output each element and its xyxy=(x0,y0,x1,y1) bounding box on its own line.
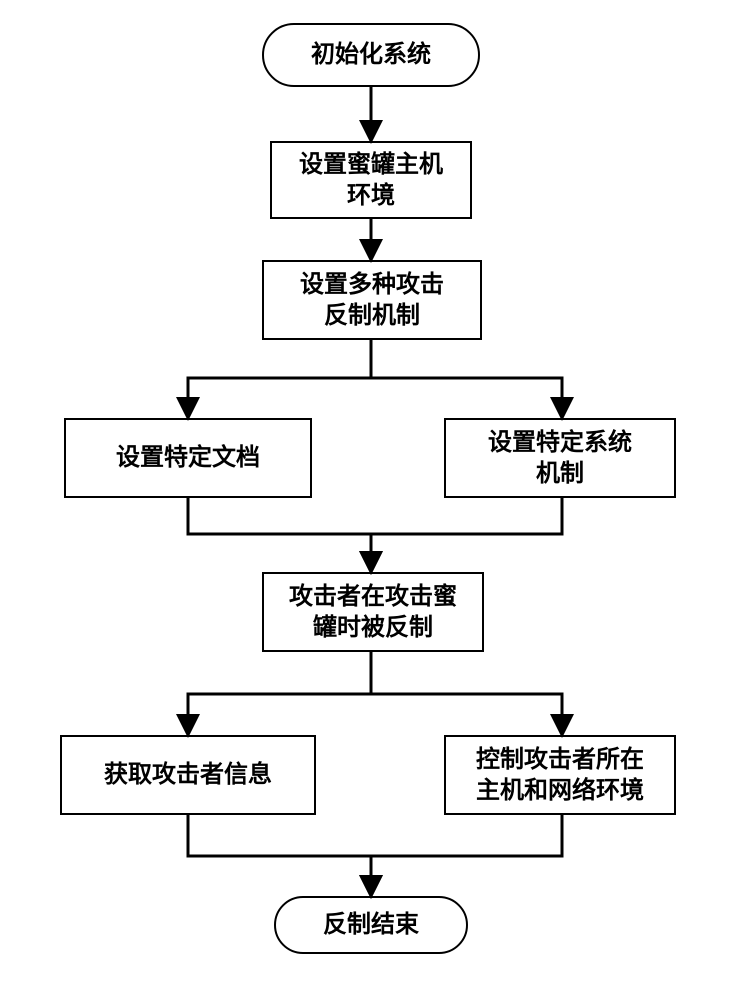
node-step3: 攻击者在攻击蜜罐时被反制 xyxy=(262,572,484,652)
node-branch-right1: 设置特定系统机制 xyxy=(444,418,676,498)
node-branch-right2: 控制攻击者所在主机和网络环境 xyxy=(444,735,676,815)
node-end-label: 反制结束 xyxy=(323,909,419,940)
node-start: 初始化系统 xyxy=(262,23,480,87)
node-branch-left2-label: 获取攻击者信息 xyxy=(104,759,272,790)
node-start-label: 初始化系统 xyxy=(311,39,431,70)
flowchart-container: 初始化系统 设置蜜罐主机环境 设置多种攻击反制机制 设置特定文档 设置特定系统机… xyxy=(0,0,736,1000)
node-branch-left1-label: 设置特定文档 xyxy=(116,442,260,473)
node-step2-label: 设置多种攻击反制机制 xyxy=(300,269,444,331)
node-step1-label: 设置蜜罐主机环境 xyxy=(299,149,443,211)
node-branch-left2: 获取攻击者信息 xyxy=(60,735,316,815)
node-end: 反制结束 xyxy=(274,896,468,954)
node-branch-right2-label: 控制攻击者所在主机和网络环境 xyxy=(476,744,644,806)
node-step1: 设置蜜罐主机环境 xyxy=(270,141,472,219)
node-step3-label: 攻击者在攻击蜜罐时被反制 xyxy=(289,581,457,643)
node-branch-right1-label: 设置特定系统机制 xyxy=(488,427,632,489)
node-step2: 设置多种攻击反制机制 xyxy=(262,260,482,340)
node-branch-left1: 设置特定文档 xyxy=(64,418,312,498)
